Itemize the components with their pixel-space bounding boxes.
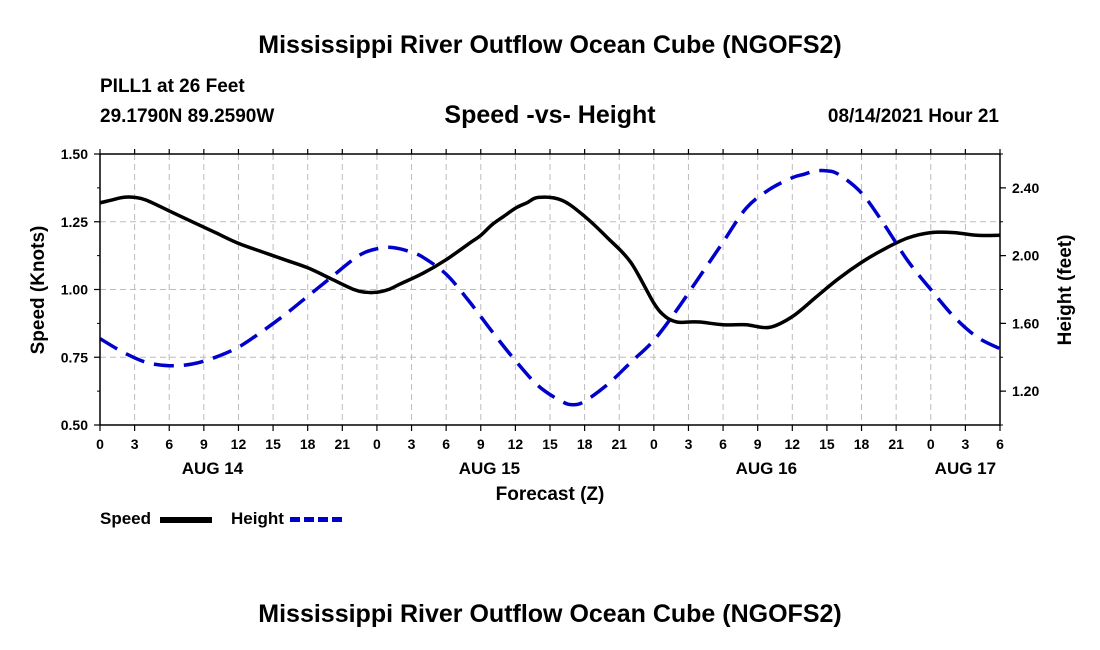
x-tick-label: 9: [200, 436, 208, 452]
forecast-datetime: 08/14/2021 Hour 21: [827, 106, 999, 127]
x-tick-label: 21: [888, 436, 904, 452]
y-tick-label: 0.50: [61, 417, 88, 433]
axes: 0 3 6 9 12 15 18 21 0 3 6 9 12 15 18 21 0 3 6 9 12 15 18 21 0 3 6A…: [61, 146, 1040, 478]
day-label: AUG 17: [935, 459, 996, 478]
x-tick-label: 0: [373, 436, 381, 452]
x-tick-label: 15: [542, 436, 558, 452]
y-tick-label: 0.75: [61, 349, 88, 365]
speed-series-line: [99, 195, 1001, 330]
x-tick-label: 15: [265, 436, 281, 452]
x-tick-label: 21: [335, 436, 351, 452]
y2-tick-label: 1.60: [1012, 315, 1039, 331]
y-axis-label: Speed (Knots): [28, 226, 49, 355]
chart-title: Mississippi River Outflow Ocean Cube (NG…: [258, 31, 842, 59]
day-label: AUG 14: [182, 459, 244, 478]
x-tick-label: 0: [927, 436, 935, 452]
x-tick-label: 12: [785, 436, 801, 452]
x-tick-label: 12: [231, 436, 247, 452]
y2-tick-label: 2.00: [1012, 248, 1039, 264]
y2-axis-label: Height (feet): [1055, 235, 1076, 346]
coordinates-label: 29.1790N 89.2590W: [100, 106, 275, 127]
x-tick-label: 6: [996, 436, 1004, 452]
x-tick-label: 3: [961, 436, 969, 452]
x-axis-label: Forecast (Z): [496, 484, 605, 505]
series-layer: [99, 168, 1001, 407]
x-tick-label: 12: [508, 436, 524, 452]
y-tick-label: 1.50: [61, 146, 88, 162]
x-tick-label: 6: [719, 436, 727, 452]
legend-height-label: Height: [231, 509, 284, 528]
grid: [100, 154, 1000, 425]
x-tick-label: 6: [442, 436, 450, 452]
legend-height-swatch: [290, 517, 342, 522]
x-tick-label: 18: [854, 436, 870, 452]
footer-title: Mississippi River Outflow Ocean Cube (NG…: [258, 600, 842, 628]
y-tick-label: 1.00: [61, 282, 88, 298]
chart-subtitle: Speed -vs- Height: [444, 101, 656, 129]
y-tick-label: 1.25: [61, 214, 88, 230]
x-tick-label: 0: [96, 436, 104, 452]
x-tick-label: 0: [650, 436, 658, 452]
x-tick-label: 9: [754, 436, 762, 452]
legend-speed-label: Speed: [100, 509, 152, 528]
day-label: AUG 15: [459, 459, 520, 478]
height-series-line: [99, 168, 1001, 407]
x-tick-label: 9: [477, 436, 485, 452]
x-tick-label: 15: [819, 436, 835, 452]
station-label: PILL1 at 26 Feet: [100, 76, 245, 97]
y2-tick-label: 2.40: [1012, 180, 1039, 196]
x-tick-label: 3: [685, 436, 693, 452]
x-tick-label: 21: [611, 436, 627, 452]
y2-tick-label: 1.20: [1012, 383, 1039, 399]
legend-speed-swatch: [160, 517, 212, 523]
day-label: AUG 16: [736, 459, 797, 478]
x-tick-label: 3: [408, 436, 416, 452]
x-tick-label: 18: [577, 436, 593, 452]
x-tick-label: 6: [165, 436, 173, 452]
x-tick-label: 3: [131, 436, 139, 452]
x-tick-label: 18: [300, 436, 316, 452]
